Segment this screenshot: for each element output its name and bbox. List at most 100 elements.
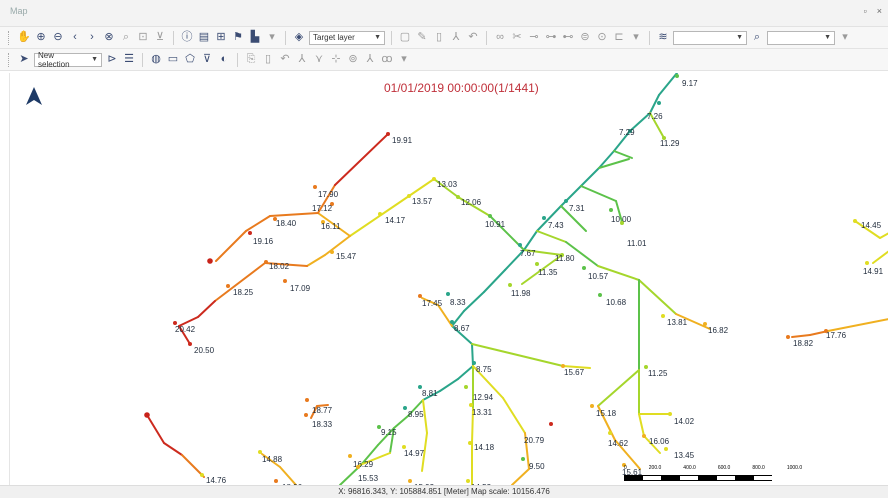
pipe-segment[interactable] xyxy=(408,178,435,197)
junction-node[interactable] xyxy=(564,199,568,203)
pipe-segment[interactable] xyxy=(310,405,318,419)
close-icon[interactable]: × xyxy=(876,6,882,16)
junction-node[interactable] xyxy=(450,320,454,324)
junction-node[interactable] xyxy=(786,335,790,339)
cut-icon[interactable]: ✂ xyxy=(512,31,522,43)
pipe-segment[interactable] xyxy=(393,415,409,429)
pipe-segment[interactable] xyxy=(613,130,631,152)
valve-icon[interactable]: ⊷ xyxy=(562,31,574,43)
junction-node[interactable] xyxy=(407,194,411,198)
pipe-icon[interactable]: ⊸ xyxy=(529,31,539,43)
pipe-segment[interactable] xyxy=(433,178,459,198)
full-extent-icon[interactable]: ⊗ xyxy=(104,31,114,43)
network-icon[interactable]: ⋎ xyxy=(314,53,324,65)
pipe-segment[interactable] xyxy=(451,325,473,345)
junction-node[interactable] xyxy=(853,219,857,223)
pipe-segment[interactable] xyxy=(483,269,506,293)
topology-icon[interactable]: ⅄ xyxy=(366,53,374,65)
pipe-segment[interactable] xyxy=(523,230,538,251)
junction-node[interactable] xyxy=(668,412,672,416)
pipe-segment[interactable] xyxy=(317,184,336,214)
pipe-segment[interactable] xyxy=(643,435,661,454)
pipe-segment[interactable] xyxy=(360,444,379,466)
select-filter-icon[interactable]: ⊳ xyxy=(107,53,117,65)
pan-icon[interactable]: ✋ xyxy=(17,31,31,43)
pipe-segment[interactable] xyxy=(471,343,564,367)
info-icon[interactable]: ⓘ xyxy=(181,31,193,43)
junction-node[interactable] xyxy=(657,101,661,105)
junction-node[interactable] xyxy=(508,283,512,287)
junction-node[interactable] xyxy=(664,447,668,451)
pipe-segment[interactable] xyxy=(324,235,351,256)
select-circle-icon[interactable]: ◍ xyxy=(151,53,161,65)
junction-node[interactable] xyxy=(468,441,472,445)
junction-node[interactable] xyxy=(304,413,308,417)
junction-node[interactable] xyxy=(274,479,278,483)
new-feature-icon[interactable]: ▢ xyxy=(399,31,411,43)
pipe-segment[interactable] xyxy=(146,414,165,444)
junction-node[interactable] xyxy=(609,208,613,212)
junction-node[interactable] xyxy=(561,364,565,368)
pipe-segment[interactable] xyxy=(215,230,247,262)
pipe-segment[interactable] xyxy=(791,334,811,338)
isolate-icon[interactable]: ⊚ xyxy=(348,53,358,65)
pipe-segment[interactable] xyxy=(279,466,297,485)
junction-node[interactable] xyxy=(200,473,204,477)
pipe-segment[interactable] xyxy=(854,220,881,239)
undo-icon[interactable]: ↶ xyxy=(468,31,478,43)
split-icon[interactable]: ⅄ xyxy=(452,31,460,43)
grid-icon[interactable]: ⊞ xyxy=(216,31,226,43)
network-map[interactable]: 9.17 7.26 7.29 11.29 19.91 17.90 17.12 18.40 16.… xyxy=(10,73,888,485)
junction-node[interactable] xyxy=(264,260,268,264)
meter-icon[interactable]: ⊙ xyxy=(597,31,607,43)
pipe-segment[interactable] xyxy=(197,300,216,318)
junction-node[interactable] xyxy=(642,434,646,438)
junction-node[interactable] xyxy=(518,243,522,247)
junction-node[interactable] xyxy=(472,361,476,365)
junction-node[interactable] xyxy=(313,185,317,189)
junction-node[interactable] xyxy=(464,385,468,389)
link-icon[interactable]: ∞ xyxy=(496,31,504,43)
zoom-layer-icon[interactable]: ⌕ xyxy=(122,31,130,43)
pipe-segment[interactable] xyxy=(359,452,391,466)
pipe-segment[interactable] xyxy=(580,167,600,187)
pipe-segment[interactable] xyxy=(214,262,266,302)
pipe-segment[interactable] xyxy=(245,215,271,232)
pipe-segment[interactable] xyxy=(521,254,563,285)
junction-node[interactable] xyxy=(188,342,192,346)
pipe-segment[interactable] xyxy=(439,378,459,392)
pipe-segment[interactable] xyxy=(502,397,526,434)
map-canvas[interactable]: 9.17 7.26 7.29 11.29 19.91 17.90 17.12 18.40 16.… xyxy=(9,73,888,485)
selection-mode-select[interactable]: New selection ▼ xyxy=(34,51,102,69)
pipe-segment[interactable] xyxy=(658,73,678,96)
junction-node[interactable] xyxy=(675,74,679,78)
source-node[interactable] xyxy=(144,412,150,418)
layers-icon[interactable]: ◈ xyxy=(294,31,304,43)
junction-node[interactable] xyxy=(662,136,666,140)
list-icon[interactable]: ☰ xyxy=(124,53,134,65)
pipe-segment[interactable] xyxy=(163,442,183,456)
pipe-segment[interactable] xyxy=(421,297,439,306)
pipe-segment[interactable] xyxy=(463,291,485,312)
pipe-segment[interactable] xyxy=(560,185,582,207)
flag-icon[interactable]: ⚑ xyxy=(233,31,243,43)
pipe-segment[interactable] xyxy=(511,468,530,485)
junction-node[interactable] xyxy=(521,457,525,461)
junction-node[interactable] xyxy=(469,403,473,407)
pipe-segment[interactable] xyxy=(451,310,465,327)
target-layer-select[interactable]: Target layer ▼ xyxy=(309,30,385,45)
pipe-segment[interactable] xyxy=(638,413,645,437)
clipboard-icon[interactable]: ▯ xyxy=(264,53,272,65)
junction-node[interactable] xyxy=(456,195,460,199)
junction-node[interactable] xyxy=(226,284,230,288)
pipe-segment[interactable] xyxy=(597,405,616,441)
junction-node[interactable] xyxy=(542,216,546,220)
pipe-segment[interactable] xyxy=(827,318,888,332)
junction-node[interactable] xyxy=(378,212,382,216)
node-icon[interactable]: ⊶ xyxy=(545,31,557,43)
search-select[interactable]: ▼ xyxy=(767,30,835,45)
pipe-segment[interactable] xyxy=(457,365,474,380)
pipe-segment[interactable] xyxy=(306,254,326,267)
undo-icon[interactable]: ↶ xyxy=(280,53,290,65)
junction-node[interactable] xyxy=(488,214,492,218)
